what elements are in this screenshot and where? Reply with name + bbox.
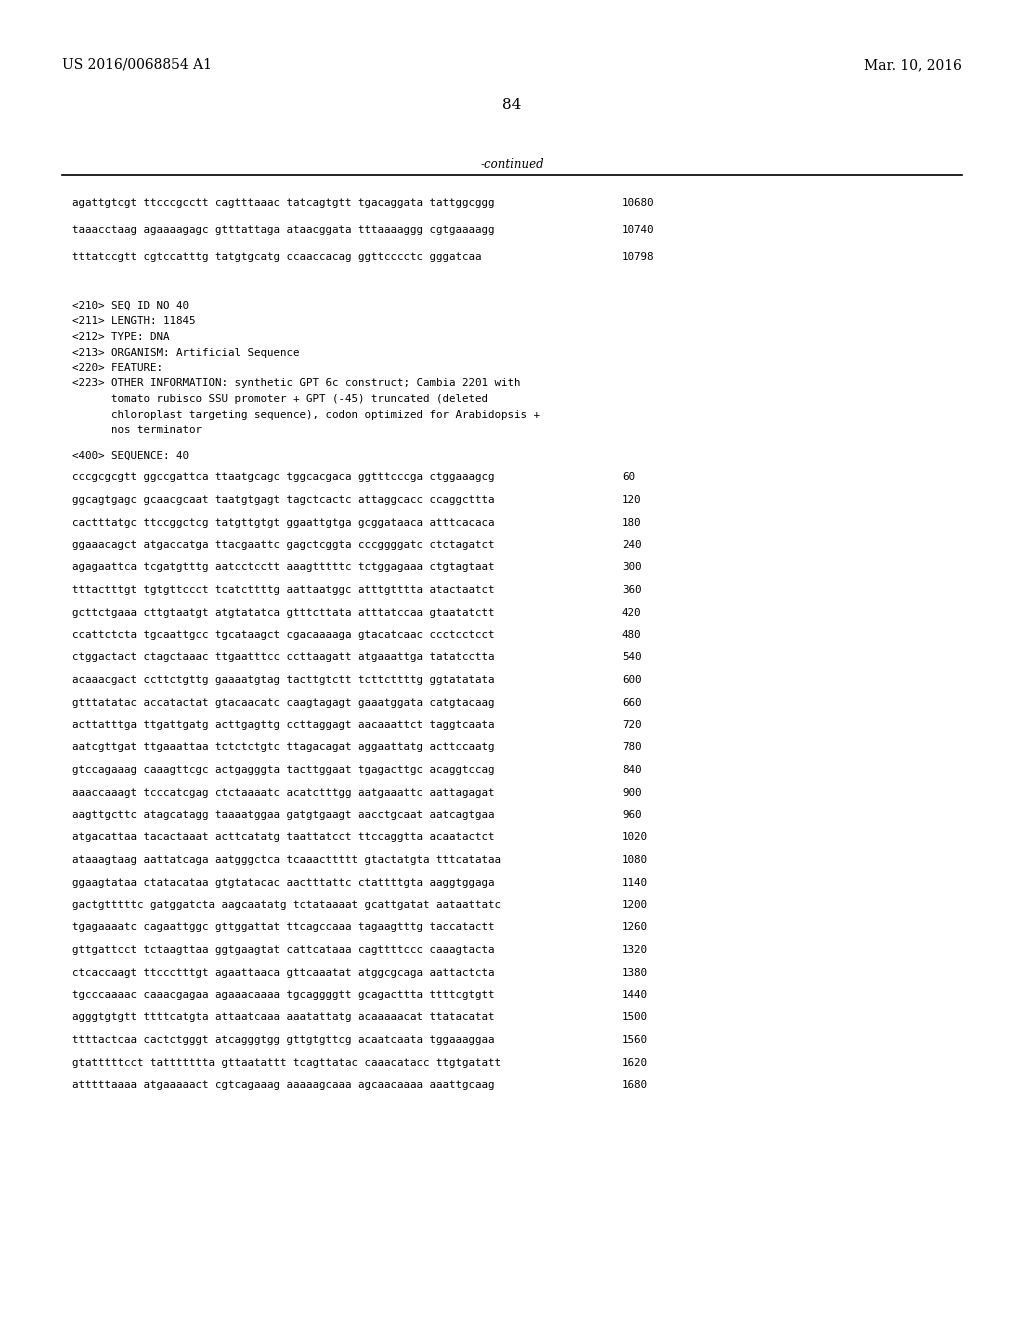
- Text: 84: 84: [503, 98, 521, 112]
- Text: -continued: -continued: [480, 158, 544, 172]
- Text: aatcgttgat ttgaaattaa tctctctgtc ttagacagat aggaattatg acttccaatg: aatcgttgat ttgaaattaa tctctctgtc ttagaca…: [72, 742, 495, 752]
- Text: ccattctcta tgcaattgcc tgcataagct cgacaaaaga gtacatcaac ccctcctcct: ccattctcta tgcaattgcc tgcataagct cgacaaa…: [72, 630, 495, 640]
- Text: 720: 720: [622, 719, 641, 730]
- Text: 1560: 1560: [622, 1035, 648, 1045]
- Text: 960: 960: [622, 810, 641, 820]
- Text: gcttctgaaa cttgtaatgt atgtatatca gtttcttata atttatccaa gtaatatctt: gcttctgaaa cttgtaatgt atgtatatca gtttctt…: [72, 607, 495, 618]
- Text: <223> OTHER INFORMATION: synthetic GPT 6c construct; Cambia 2201 with: <223> OTHER INFORMATION: synthetic GPT 6…: [72, 379, 520, 388]
- Text: tttactttgt tgtgttccct tcatcttttg aattaatggc atttgtttta atactaatct: tttactttgt tgtgttccct tcatcttttg aattaat…: [72, 585, 495, 595]
- Text: aaaccaaagt tcccatcgag ctctaaaatc acatctttgg aatgaaattc aattagagat: aaaccaaagt tcccatcgag ctctaaaatc acatctt…: [72, 788, 495, 797]
- Text: tgagaaaatc cagaattggc gttggattat ttcagccaaa tagaagtttg taccatactt: tgagaaaatc cagaattggc gttggattat ttcagcc…: [72, 923, 495, 932]
- Text: agagaattca tcgatgtttg aatcctcctt aaagtttttc tctggagaaa ctgtagtaat: agagaattca tcgatgtttg aatcctcctt aaagttt…: [72, 562, 495, 573]
- Text: 1140: 1140: [622, 878, 648, 887]
- Text: tttatccgtt cgtccatttg tatgtgcatg ccaaccacag ggttcccctc gggatcaa: tttatccgtt cgtccatttg tatgtgcatg ccaacca…: [72, 252, 481, 261]
- Text: atgacattaa tacactaaat acttcatatg taattatcct ttccaggtta acaatactct: atgacattaa tacactaaat acttcatatg taattat…: [72, 833, 495, 842]
- Text: 600: 600: [622, 675, 641, 685]
- Text: 1020: 1020: [622, 833, 648, 842]
- Text: ggaaacagct atgaccatga ttacgaattc gagctcggta cccggggatc ctctagatct: ggaaacagct atgaccatga ttacgaattc gagctcg…: [72, 540, 495, 550]
- Text: tgcccaaaac caaacgagaa agaaacaaaa tgcaggggtt gcagacttta ttttcgtgtt: tgcccaaaac caaacgagaa agaaacaaaa tgcaggg…: [72, 990, 495, 1001]
- Text: 1200: 1200: [622, 900, 648, 909]
- Text: aagttgcttc atagcatagg taaaatggaa gatgtgaagt aacctgcaat aatcagtgaa: aagttgcttc atagcatagg taaaatggaa gatgtga…: [72, 810, 495, 820]
- Text: ctcaccaagt ttccctttgt agaattaaca gttcaaatat atggcgcaga aattactcta: ctcaccaagt ttccctttgt agaattaaca gttcaaa…: [72, 968, 495, 978]
- Text: <400> SEQUENCE: 40: <400> SEQUENCE: 40: [72, 450, 189, 461]
- Text: gtttatatac accatactat gtacaacatc caagtagagt gaaatggata catgtacaag: gtttatatac accatactat gtacaacatc caagtag…: [72, 697, 495, 708]
- Text: acaaacgact ccttctgttg gaaaatgtag tacttgtctt tcttcttttg ggtatatata: acaaacgact ccttctgttg gaaaatgtag tacttgt…: [72, 675, 495, 685]
- Text: tomato rubisco SSU promoter + GPT (-45) truncated (deleted: tomato rubisco SSU promoter + GPT (-45) …: [72, 393, 488, 404]
- Text: ggcagtgagc gcaacgcaat taatgtgagt tagctcactc attaggcacc ccaggcttta: ggcagtgagc gcaacgcaat taatgtgagt tagctca…: [72, 495, 495, 506]
- Text: chloroplast targeting sequence), codon optimized for Arabidopsis +: chloroplast targeting sequence), codon o…: [72, 409, 540, 420]
- Text: 1500: 1500: [622, 1012, 648, 1023]
- Text: 10740: 10740: [622, 224, 654, 235]
- Text: 1260: 1260: [622, 923, 648, 932]
- Text: gtccagaaag caaagttcgc actgagggta tacttggaat tgagacttgc acaggtccag: gtccagaaag caaagttcgc actgagggta tacttgg…: [72, 766, 495, 775]
- Text: US 2016/0068854 A1: US 2016/0068854 A1: [62, 58, 212, 73]
- Text: 180: 180: [622, 517, 641, 528]
- Text: gttgattcct tctaagttaa ggtgaagtat cattcataaa cagttttccc caaagtacta: gttgattcct tctaagttaa ggtgaagtat cattcat…: [72, 945, 495, 954]
- Text: cactttatgc ttccggctcg tatgttgtgt ggaattgtga gcggataaca atttcacaca: cactttatgc ttccggctcg tatgttgtgt ggaattg…: [72, 517, 495, 528]
- Text: <212> TYPE: DNA: <212> TYPE: DNA: [72, 333, 170, 342]
- Text: 840: 840: [622, 766, 641, 775]
- Text: atttttaaaa atgaaaaact cgtcagaaag aaaaagcaaa agcaacaaaa aaattgcaag: atttttaaaa atgaaaaact cgtcagaaag aaaaagc…: [72, 1080, 495, 1090]
- Text: ataaagtaag aattatcaga aatgggctca tcaaacttttt gtactatgta tttcatataa: ataaagtaag aattatcaga aatgggctca tcaaact…: [72, 855, 501, 865]
- Text: 240: 240: [622, 540, 641, 550]
- Text: 1440: 1440: [622, 990, 648, 1001]
- Text: taaacctaag agaaaagagc gtttattaga ataacggata tttaaaaggg cgtgaaaagg: taaacctaag agaaaagagc gtttattaga ataacgg…: [72, 224, 495, 235]
- Text: 1620: 1620: [622, 1057, 648, 1068]
- Text: 660: 660: [622, 697, 641, 708]
- Text: 360: 360: [622, 585, 641, 595]
- Text: 480: 480: [622, 630, 641, 640]
- Text: 420: 420: [622, 607, 641, 618]
- Text: 10680: 10680: [622, 198, 654, 209]
- Text: <210> SEQ ID NO 40: <210> SEQ ID NO 40: [72, 301, 189, 312]
- Text: 120: 120: [622, 495, 641, 506]
- Text: 540: 540: [622, 652, 641, 663]
- Text: 300: 300: [622, 562, 641, 573]
- Text: Mar. 10, 2016: Mar. 10, 2016: [864, 58, 962, 73]
- Text: 1080: 1080: [622, 855, 648, 865]
- Text: 1320: 1320: [622, 945, 648, 954]
- Text: <211> LENGTH: 11845: <211> LENGTH: 11845: [72, 317, 196, 326]
- Text: 1680: 1680: [622, 1080, 648, 1090]
- Text: <213> ORGANISM: Artificial Sequence: <213> ORGANISM: Artificial Sequence: [72, 347, 299, 358]
- Text: agggtgtgtt ttttcatgta attaatcaaa aaatattatg acaaaaacat ttatacatat: agggtgtgtt ttttcatgta attaatcaaa aaatatt…: [72, 1012, 495, 1023]
- Text: nos terminator: nos terminator: [72, 425, 202, 436]
- Text: agattgtcgt ttcccgcctt cagtttaaac tatcagtgtt tgacaggata tattggcggg: agattgtcgt ttcccgcctt cagtttaaac tatcagt…: [72, 198, 495, 209]
- Text: ctggactact ctagctaaac ttgaatttcc ccttaagatt atgaaattga tatatcctta: ctggactact ctagctaaac ttgaatttcc ccttaag…: [72, 652, 495, 663]
- Text: ggaagtataa ctatacataa gtgtatacac aactttattc ctattttgta aaggtggaga: ggaagtataa ctatacataa gtgtatacac aacttta…: [72, 878, 495, 887]
- Text: 780: 780: [622, 742, 641, 752]
- Text: cccgcgcgtt ggccgattca ttaatgcagc tggcacgaca ggtttcccga ctggaaagcg: cccgcgcgtt ggccgattca ttaatgcagc tggcacg…: [72, 473, 495, 483]
- Text: <220> FEATURE:: <220> FEATURE:: [72, 363, 163, 374]
- Text: 10798: 10798: [622, 252, 654, 261]
- Text: acttatttga ttgattgatg acttgagttg ccttaggagt aacaaattct taggtcaata: acttatttga ttgattgatg acttgagttg ccttagg…: [72, 719, 495, 730]
- Text: 60: 60: [622, 473, 635, 483]
- Text: 1380: 1380: [622, 968, 648, 978]
- Text: gtatttttcct tattttttta gttaatattt tcagttatac caaacatacc ttgtgatatt: gtatttttcct tattttttta gttaatattt tcagtt…: [72, 1057, 501, 1068]
- Text: ttttactcaa cactctgggt atcagggtgg gttgtgttcg acaatcaata tggaaaggaa: ttttactcaa cactctgggt atcagggtgg gttgtgt…: [72, 1035, 495, 1045]
- Text: 900: 900: [622, 788, 641, 797]
- Text: gactgtttttc gatggatcta aagcaatatg tctataaaat gcattgatat aataattatc: gactgtttttc gatggatcta aagcaatatg tctata…: [72, 900, 501, 909]
